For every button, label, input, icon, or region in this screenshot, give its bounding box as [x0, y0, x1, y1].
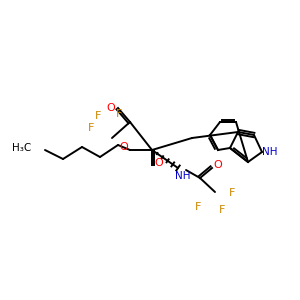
Text: O: O	[106, 103, 116, 113]
Text: NH: NH	[262, 147, 278, 157]
Text: O: O	[154, 158, 164, 168]
Text: F: F	[88, 123, 94, 133]
Text: F: F	[229, 188, 235, 198]
Text: H₃C: H₃C	[12, 143, 31, 153]
Text: F: F	[116, 109, 122, 119]
Text: F: F	[195, 202, 201, 212]
Text: O: O	[214, 160, 222, 170]
Text: F: F	[95, 111, 101, 121]
Text: O: O	[120, 142, 128, 152]
Text: NH: NH	[175, 171, 191, 181]
Text: F: F	[219, 205, 225, 215]
